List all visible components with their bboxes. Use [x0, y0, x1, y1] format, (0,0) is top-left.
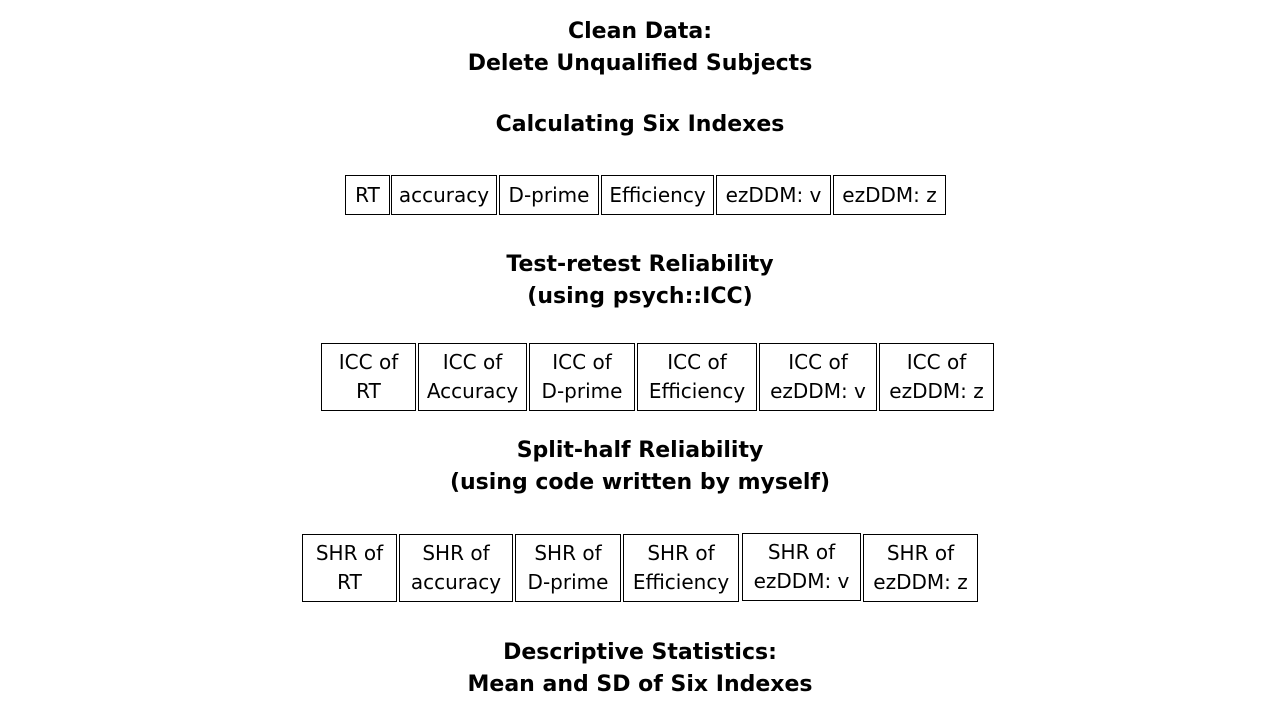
shr-box-ezddm-v: SHR of ezDDM: v — [742, 533, 861, 601]
test-retest-subtitle: (using psych::ICC) — [527, 284, 753, 309]
split-half-heading: Split-half Reliability (using code writt… — [0, 435, 1280, 499]
shr-label-index: ezDDM: z — [873, 570, 968, 594]
icc-box-accuracy: ICC of Accuracy — [418, 343, 527, 411]
shr-label-index: D-prime — [527, 570, 609, 594]
index-box-d-prime: D-prime — [499, 175, 599, 215]
split-half-subtitle: (using code written by myself) — [449, 470, 831, 495]
shr-label-index: ezDDM: v — [753, 569, 850, 593]
index-box-ezddm-v: ezDDM: v — [716, 175, 831, 215]
index-box-ezddm-z: ezDDM: z — [833, 175, 946, 215]
descriptive-heading: Descriptive Statistics: Mean and SD of S… — [0, 637, 1280, 701]
icc-label-prefix: ICC of — [788, 350, 848, 374]
shr-label-prefix: SHR of — [767, 540, 836, 564]
icc-label-prefix: ICC of — [906, 350, 967, 374]
calc-indexes-title: Calculating Six Indexes — [495, 112, 785, 137]
icc-box-ezddm-v: ICC of ezDDM: v — [759, 343, 877, 411]
icc-label-prefix: ICC of — [442, 350, 503, 374]
test-retest-title: Test-retest Reliability — [506, 252, 774, 277]
icc-label-index: D-prime — [541, 379, 623, 403]
icc-label-prefix: ICC of — [338, 350, 399, 374]
icc-box-efficiency: ICC of Efficiency — [637, 343, 757, 411]
index-label: ezDDM: z — [842, 182, 937, 207]
index-label: Efficiency — [609, 182, 706, 207]
clean-data-heading: Clean Data: Delete Unqualified Subjects — [0, 16, 1280, 80]
index-box-accuracy: accuracy — [391, 175, 497, 215]
index-label: ezDDM: v — [725, 182, 822, 207]
shr-label-prefix: SHR of — [534, 541, 602, 565]
shr-label-prefix: SHR of — [647, 541, 715, 565]
icc-label-prefix: ICC of — [552, 350, 612, 374]
descriptive-subtitle: Mean and SD of Six Indexes — [467, 672, 813, 697]
split-half-title: Split-half Reliability — [516, 438, 764, 463]
shr-box-d-prime: SHR of D-prime — [515, 534, 621, 602]
icc-label-index: ezDDM: z — [889, 379, 984, 403]
icc-label-prefix: ICC of — [667, 350, 727, 374]
index-box-efficiency: Efficiency — [601, 175, 714, 215]
shr-label-prefix: SHR of — [422, 541, 490, 565]
test-retest-heading: Test-retest Reliability (using psych::IC… — [0, 249, 1280, 313]
icc-label-index: ezDDM: v — [770, 379, 866, 403]
index-label: D-prime — [508, 182, 590, 207]
shr-box-accuracy: SHR of accuracy — [399, 534, 513, 602]
icc-box-d-prime: ICC of D-prime — [529, 343, 635, 411]
icc-label-index: Accuracy — [426, 379, 519, 403]
shr-label-prefix: SHR of — [886, 541, 955, 565]
shr-box-efficiency: SHR of Efficiency — [623, 534, 739, 602]
index-label: accuracy — [398, 182, 490, 207]
clean-data-title: Clean Data: — [567, 19, 713, 44]
clean-data-subtitle: Delete Unqualified Subjects — [467, 51, 813, 76]
shr-label-index: RT — [337, 570, 362, 594]
descriptive-title: Descriptive Statistics: — [503, 640, 777, 665]
calc-indexes-heading: Calculating Six Indexes — [0, 109, 1280, 141]
icc-label-index: Efficiency — [648, 379, 746, 403]
shr-label-index: accuracy — [410, 570, 502, 594]
shr-box-ezddm-z: SHR of ezDDM: z — [863, 534, 978, 602]
index-box-rt: RT — [345, 175, 390, 215]
shr-label-index: Efficiency — [632, 570, 730, 594]
icc-box-ezddm-z: ICC of ezDDM: z — [879, 343, 994, 411]
icc-label-index: RT — [356, 379, 381, 403]
shr-box-rt: SHR of RT — [302, 534, 397, 602]
icc-box-rt: ICC of RT — [321, 343, 416, 411]
shr-label-prefix: SHR of — [315, 541, 384, 565]
index-label: RT — [355, 182, 380, 207]
